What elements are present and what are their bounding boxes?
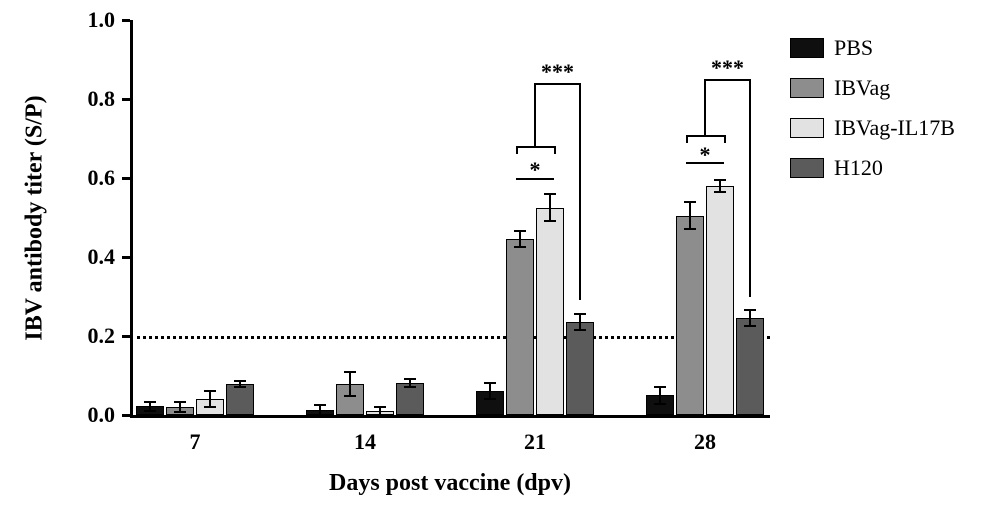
y-tick [122, 19, 130, 22]
bar [676, 216, 704, 415]
error-cap [374, 406, 386, 408]
sig-star: * [700, 142, 711, 168]
ibv-antibody-chart: 0.00.20.40.60.81.07142128******** IBV an… [0, 0, 1000, 531]
y-tick-label: 0.8 [67, 86, 115, 112]
error-cap [744, 325, 756, 327]
legend: PBS IBVag IBVag-IL17B H120 [790, 35, 955, 195]
error-cap [514, 246, 526, 248]
legend-item: IBVag [790, 75, 955, 101]
y-tick [122, 177, 130, 180]
x-axis-title: Days post vaccine (dpv) [329, 470, 571, 497]
bar [536, 208, 564, 415]
error-bar [209, 391, 211, 407]
error-bar [519, 231, 521, 247]
legend-swatch [790, 38, 824, 58]
error-cap [514, 230, 526, 232]
error-cap [684, 201, 696, 203]
error-cap [714, 179, 726, 181]
plot-area: 0.00.20.40.60.81.07142128******** [130, 20, 770, 415]
error-cap [234, 380, 246, 382]
legend-item: IBVag-IL17B [790, 115, 955, 141]
error-cap [314, 404, 326, 406]
legend-label: H120 [834, 155, 883, 181]
error-cap [314, 414, 326, 416]
sig-bracket-leg [686, 135, 688, 143]
sig-bracket-vert [534, 83, 536, 146]
error-cap [204, 390, 216, 392]
y-tick [122, 414, 130, 417]
error-cap [374, 414, 386, 416]
x-group-label: 7 [190, 429, 201, 455]
x-group-label: 14 [354, 429, 376, 455]
error-cap [654, 386, 666, 388]
error-cap [544, 193, 556, 195]
sig-star: * [530, 157, 541, 183]
legend-label: IBVag [834, 75, 890, 101]
sig-stars: *** [711, 55, 744, 81]
error-cap [574, 329, 586, 331]
sig-bracket-leg [724, 135, 726, 143]
error-cap [484, 382, 496, 384]
error-cap [484, 398, 496, 400]
sig-bracket-drop [579, 83, 581, 300]
legend-swatch [790, 118, 824, 138]
x-group-label: 28 [694, 429, 716, 455]
legend-label: PBS [834, 35, 873, 61]
legend-item: PBS [790, 35, 955, 61]
y-axis [130, 20, 133, 418]
error-cap [404, 378, 416, 380]
error-cap [144, 410, 156, 412]
error-cap [684, 228, 696, 230]
error-bar [749, 310, 751, 326]
error-bar [689, 202, 691, 230]
bar [226, 384, 254, 415]
sig-bracket [516, 146, 554, 148]
error-cap [744, 309, 756, 311]
sig-bracket [686, 135, 724, 137]
error-cap [344, 371, 356, 373]
error-cap [174, 401, 186, 403]
y-tick-label: 0.2 [67, 323, 115, 349]
legend-swatch [790, 78, 824, 98]
x-group-label: 21 [524, 429, 546, 455]
y-axis-title: IBV antibody titer (S/P) [22, 95, 49, 340]
error-cap [574, 313, 586, 315]
sig-bracket-vert [704, 79, 706, 134]
y-tick-label: 1.0 [67, 7, 115, 33]
error-bar [549, 194, 551, 222]
error-bar [659, 387, 661, 404]
y-tick-label: 0.4 [67, 244, 115, 270]
legend-item: H120 [790, 155, 955, 181]
error-cap [144, 401, 156, 403]
bar [736, 318, 764, 415]
error-cap [174, 411, 186, 413]
y-tick-label: 0.0 [67, 402, 115, 428]
y-tick [122, 98, 130, 101]
y-tick [122, 256, 130, 259]
bar [706, 186, 734, 415]
error-bar [349, 372, 351, 396]
sig-bracket-leg [516, 146, 518, 154]
error-cap [714, 191, 726, 193]
y-tick [122, 335, 130, 338]
sig-stars: *** [541, 59, 574, 85]
error-cap [404, 386, 416, 388]
error-cap [344, 395, 356, 397]
threshold-line [130, 336, 770, 339]
sig-bracket-drop [749, 79, 751, 296]
legend-label: IBVag-IL17B [834, 115, 955, 141]
legend-swatch [790, 158, 824, 178]
error-cap [204, 406, 216, 408]
error-cap [654, 403, 666, 405]
error-bar [579, 314, 581, 330]
error-cap [234, 386, 246, 388]
y-tick-label: 0.6 [67, 165, 115, 191]
sig-bracket-leg [554, 146, 556, 154]
bar [506, 239, 534, 415]
x-axis [130, 415, 770, 418]
bar [566, 322, 594, 415]
error-cap [544, 220, 556, 222]
error-bar [489, 383, 491, 399]
